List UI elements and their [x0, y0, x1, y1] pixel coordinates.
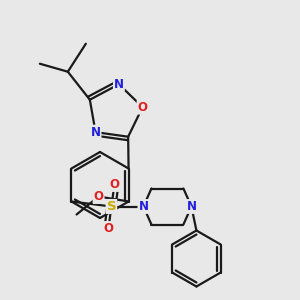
Text: N: N: [186, 200, 197, 213]
Text: O: O: [94, 190, 103, 203]
Text: S: S: [106, 200, 116, 213]
Text: O: O: [138, 100, 148, 114]
Text: N: N: [91, 126, 100, 139]
Text: N: N: [114, 78, 124, 91]
Text: O: O: [110, 178, 119, 191]
Text: O: O: [103, 222, 113, 235]
Text: N: N: [138, 200, 148, 213]
